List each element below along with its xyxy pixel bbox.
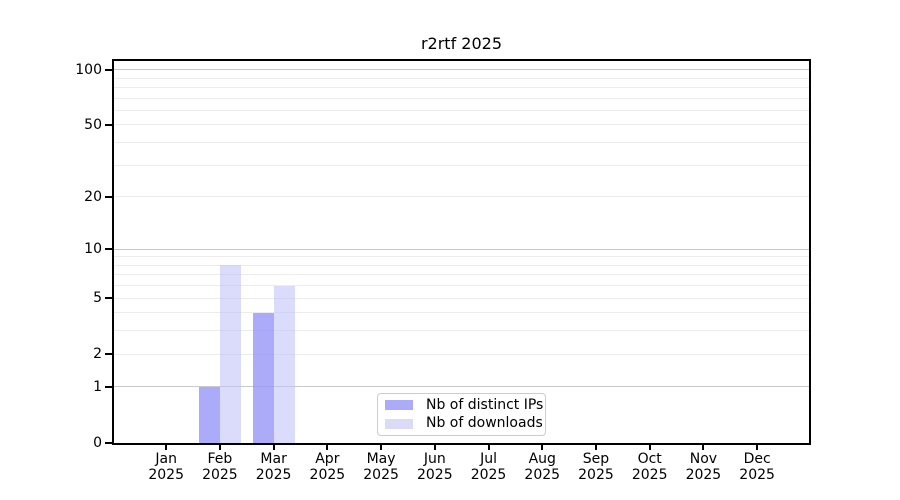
x-tick-month: Oct [637, 451, 662, 467]
legend-swatch [385, 400, 413, 411]
x-tick-year: 2025 [524, 467, 561, 483]
legend: Nb of distinct IPs Nb of downloads [377, 393, 546, 436]
y-axis-tick [105, 195, 112, 198]
minor-gridline [114, 353, 809, 355]
major-gridline [114, 248, 809, 250]
minor-gridline [114, 97, 809, 99]
x-axis-tick [218, 445, 221, 450]
major-gridline [114, 386, 809, 388]
x-tick-month: Nov [689, 451, 718, 467]
x-axis-tick [380, 445, 383, 450]
minor-gridline [114, 264, 809, 266]
x-tick-year: 2025 [148, 467, 184, 483]
x-tick-label: Oct 2025 [622, 451, 678, 483]
bar-downloads [273, 285, 295, 443]
x-axis-tick [702, 445, 705, 450]
minor-gridline [114, 77, 809, 79]
y-tick-label: 10 [84, 241, 102, 258]
x-tick-label: Feb 2025 [192, 451, 248, 483]
x-tick-year: 2025 [739, 467, 775, 483]
x-tick-year: 2025 [631, 467, 668, 483]
x-tick-label: Sep 2025 [568, 451, 624, 483]
y-tick-label: 2 [93, 346, 102, 363]
x-axis-tick [165, 445, 168, 450]
y-axis-tick [105, 353, 112, 356]
x-axis-tick [487, 445, 490, 450]
x-tick-year: 2025 [416, 467, 453, 483]
x-tick-year: 2025 [578, 467, 614, 483]
bar-distinct-ips [252, 312, 274, 443]
minor-gridline [114, 312, 809, 314]
plot-area [112, 59, 811, 445]
y-tick-label: 5 [93, 290, 102, 307]
x-tick-year: 2025 [363, 467, 399, 483]
x-tick-month: Jan [155, 451, 177, 467]
x-tick-label: Nov 2025 [675, 451, 731, 483]
minor-gridline [114, 256, 809, 258]
x-tick-month: Apr [315, 451, 340, 467]
y-tick-label: 1 [93, 378, 102, 395]
minor-gridline [114, 274, 809, 276]
legend-label: Nb of downloads [426, 415, 543, 432]
x-axis-tick [326, 445, 329, 450]
minor-gridline [114, 164, 809, 166]
y-axis-tick [105, 385, 112, 388]
y-axis-tick [105, 248, 112, 251]
y-axis-tick [105, 442, 112, 444]
minor-gridline [114, 87, 809, 89]
chart-title: r2rtf 2025 [420, 34, 503, 53]
y-axis-tick [105, 68, 112, 71]
minor-gridline [114, 285, 809, 287]
minor-gridline [114, 196, 809, 198]
y-tick-label: 0 [93, 435, 102, 451]
x-axis-tick [433, 445, 436, 450]
x-tick-year: 2025 [470, 467, 507, 483]
x-tick-month: Jul [480, 451, 497, 467]
legend-item: Nb of downloads [385, 416, 545, 431]
legend-label: Nb of distinct IPs [426, 396, 544, 413]
x-axis-tick [594, 445, 597, 450]
x-tick-month: May [366, 451, 396, 467]
x-tick-label: Mar 2025 [246, 451, 302, 483]
x-axis-tick [648, 445, 651, 450]
x-tick-label: May 2025 [353, 451, 409, 483]
y-axis-tick [105, 123, 112, 126]
legend-item: Nb of distinct IPs [385, 396, 545, 413]
minor-gridline [114, 109, 809, 111]
minor-gridline [114, 330, 809, 332]
legend-swatch [385, 418, 413, 429]
x-tick-year: 2025 [685, 467, 722, 483]
x-tick-month: Sep [582, 451, 610, 467]
y-tick-label: 20 [84, 188, 102, 205]
y-tick-label: 100 [75, 61, 102, 78]
x-axis-tick [756, 445, 759, 450]
y-axis-tick [105, 297, 112, 300]
bar-downloads [219, 265, 241, 443]
y-tick-label: 50 [84, 116, 102, 133]
x-tick-label: Jun 2025 [407, 451, 463, 483]
x-tick-year: 2025 [309, 467, 346, 483]
minor-gridline [114, 124, 809, 126]
x-tick-month: Aug [528, 451, 556, 467]
x-tick-label: Jan 2025 [138, 451, 194, 483]
x-tick-label: Apr 2025 [299, 451, 355, 483]
x-axis-tick [272, 445, 275, 450]
x-tick-label: Aug 2025 [514, 451, 570, 483]
x-tick-month: Dec [743, 451, 771, 467]
x-tick-month: Jun [423, 451, 446, 467]
x-tick-year: 2025 [255, 467, 292, 483]
minor-gridline [114, 142, 809, 144]
x-tick-year: 2025 [202, 467, 238, 483]
x-axis-tick [541, 445, 544, 450]
x-tick-label: Dec 2025 [729, 451, 785, 483]
x-tick-month: Mar [260, 451, 287, 467]
major-gridline [114, 69, 809, 71]
minor-gridline [114, 297, 809, 299]
x-tick-label: Jul 2025 [461, 451, 517, 483]
x-tick-month: Feb [207, 451, 233, 467]
bar-distinct-ips [198, 386, 220, 443]
